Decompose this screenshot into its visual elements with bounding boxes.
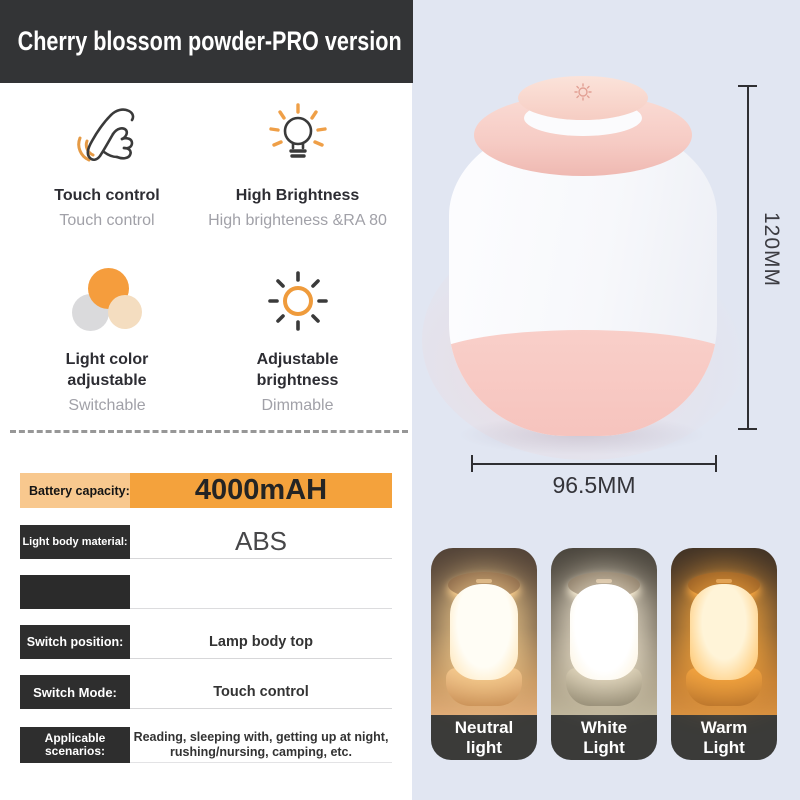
feature-subtitle: Touch control — [59, 212, 155, 229]
mini-lamp-body — [690, 584, 758, 680]
spec-label: Switch position: — [20, 625, 130, 659]
feature-subtitle: Dimmable — [261, 397, 334, 414]
spec-value: 4000mAH — [130, 473, 392, 508]
feature-subtitle: Switchable — [68, 397, 146, 414]
lamp-pink-base — [449, 330, 717, 436]
dashed-divider — [10, 430, 408, 433]
sun-icon — [267, 271, 328, 331]
lamp-top-button — [518, 76, 648, 120]
feature-high-brightness: High Brightness High brighteness &RA 80 — [200, 96, 395, 230]
mini-lamp-body — [570, 584, 638, 680]
page-title: Cherry blossom powder-PRO version — [17, 26, 402, 56]
warm-light-photo — [671, 548, 777, 715]
spec-value: Lamp body top — [130, 625, 392, 659]
mini-lamp-body — [450, 584, 518, 680]
neutral-light-photo — [431, 548, 537, 715]
lamp-body-photo — [449, 118, 717, 436]
spec-label — [20, 575, 130, 609]
spec-value — [130, 575, 392, 609]
height-dimension-line — [739, 85, 755, 430]
feature-title: Light color adjustable — [65, 351, 149, 389]
color-circles-icon — [72, 268, 142, 334]
light-mode-label: Neutral light — [431, 715, 537, 760]
product-photo-panel: 120MM 96.5MM Neutral light White Light — [412, 0, 800, 800]
light-mode-label: Warm Light — [671, 715, 777, 760]
spec-label: Light body material: — [20, 525, 130, 559]
width-dimension-label: 96.5MM — [552, 472, 636, 498]
spec-row-switch-mode: Switch Mode: Touch control — [20, 675, 392, 709]
light-mode-card-warm: Warm Light — [671, 548, 777, 760]
spec-row-battery: Battery capacity: 4000mAH — [20, 473, 392, 508]
spec-row-material: Light body material: ABS — [20, 525, 392, 559]
white-light-photo — [551, 548, 657, 715]
feature-touch-control: Touch control Touch control — [22, 96, 192, 230]
spec-row-switch-position: Switch position: Lamp body top — [20, 625, 392, 659]
feature-title: Adjustable brightness — [256, 351, 339, 389]
feature-adjustable-brightness: Adjustable brightness Dimmable — [200, 260, 395, 415]
light-mode-card-white: White Light — [551, 548, 657, 760]
spec-label: Applicable scenarios: — [44, 731, 106, 758]
feature-light-color: Light color adjustable Switchable — [22, 260, 192, 415]
width-dimension-line — [471, 456, 717, 471]
bulb-icon — [268, 103, 327, 158]
feature-title: High Brightness — [235, 187, 360, 204]
spec-value: Touch control — [130, 675, 392, 709]
touch-hand-icon — [77, 108, 135, 162]
spec-value: ABS — [130, 525, 392, 559]
light-mode-label: White Light — [551, 715, 657, 760]
spec-label: Switch Mode: — [20, 675, 130, 709]
spec-label: Battery capacity: — [20, 473, 130, 508]
spec-row-scenarios: Applicable scenarios: Reading, sleeping … — [20, 727, 392, 763]
feature-title: Touch control — [54, 187, 160, 204]
spec-row-blank — [20, 575, 392, 609]
light-mode-card-neutral: Neutral light — [431, 548, 537, 760]
touch-symbol-icon — [574, 83, 592, 101]
title-banner: Cherry blossom powder-PRO version — [0, 0, 413, 83]
spec-value: Reading, sleeping with, getting up at ni… — [130, 727, 392, 763]
feature-subtitle: High brighteness &RA 80 — [208, 212, 387, 229]
height-dimension-label: 120MM — [760, 212, 783, 288]
